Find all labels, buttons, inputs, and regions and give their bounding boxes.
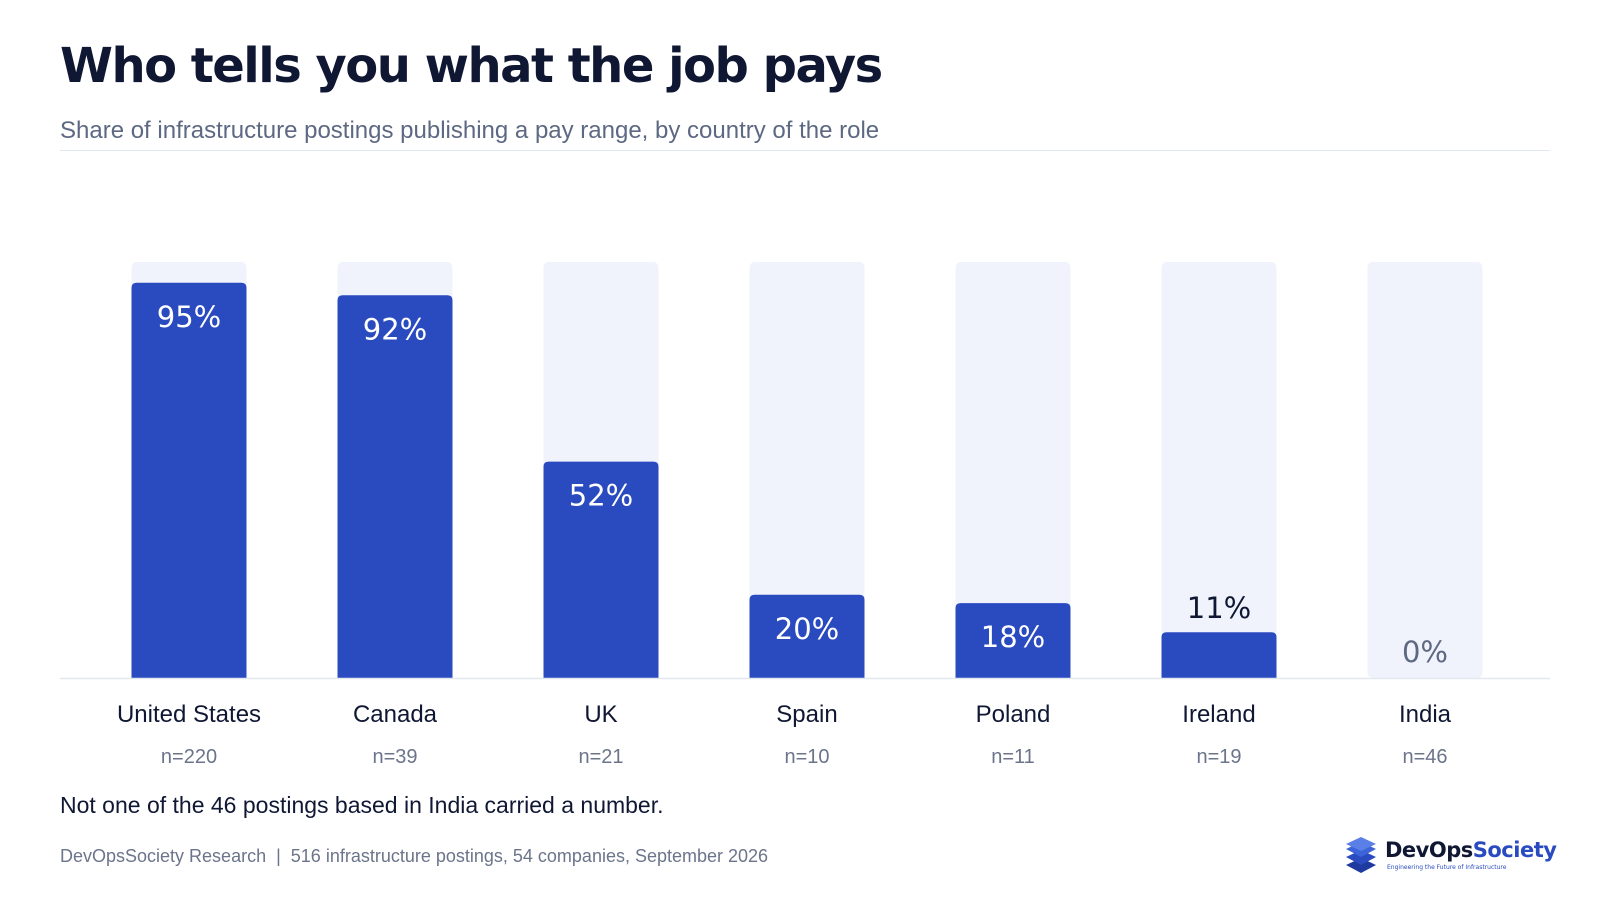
sample-size-label: n=21 <box>578 746 623 768</box>
bar-track <box>955 262 1071 678</box>
page-subtitle: Share of infrastructure postings publish… <box>60 117 880 144</box>
stacked-layers-icon <box>1346 837 1376 873</box>
sample-size-label: n=220 <box>161 746 217 768</box>
brand-name-part2: Society <box>1472 838 1557 862</box>
bar-track <box>749 262 865 678</box>
bar-chart: 95% United States n=220 92% Canada n=39 52% UK n… <box>60 262 1550 768</box>
value-label: 11% <box>1187 591 1251 625</box>
category-label: UK <box>584 701 617 728</box>
footer-source-name: DevOpsSociety Research <box>60 846 267 866</box>
bar <box>131 282 247 678</box>
category-label: Poland <box>976 701 1051 728</box>
footer-source: DevOpsSociety Research | 516 infrastructur… <box>60 846 768 867</box>
sample-size-label: n=11 <box>991 746 1035 768</box>
page-title: Who tells you what the job pays <box>60 38 883 94</box>
sample-size-label: n=39 <box>372 746 417 768</box>
category-label: India <box>1399 701 1452 728</box>
value-label: 95% <box>157 300 221 334</box>
category-label: Spain <box>776 701 837 728</box>
brand-tagline: Engineering the Future of Infrastructure <box>1387 864 1507 871</box>
sample-size-label: n=46 <box>1402 746 1447 768</box>
bar <box>749 594 865 678</box>
bar <box>955 603 1071 678</box>
brand-name: DevOpsSociety <box>1385 838 1557 862</box>
category-label: Ireland <box>1182 701 1255 728</box>
bar-track <box>1367 262 1483 678</box>
header-divider <box>60 150 1550 151</box>
value-label: 52% <box>569 479 633 513</box>
value-label: 92% <box>363 312 427 346</box>
sample-size-label: n=10 <box>784 746 829 768</box>
brand-name-part1: DevOps <box>1385 838 1473 862</box>
bar <box>1161 632 1277 678</box>
bar <box>337 295 453 678</box>
bar-track <box>1161 262 1277 678</box>
value-label: 0% <box>1402 635 1448 669</box>
footer-details: 516 infrastructure postings, 54 companie… <box>290 846 769 866</box>
sample-size-label: n=19 <box>1196 746 1241 768</box>
value-label: 18% <box>981 620 1045 654</box>
footer-separator: | <box>276 846 281 866</box>
brand-logo: DevOpsSociety Engineering the Future of … <box>1345 836 1557 876</box>
chart-note: Not one of the 46 postings based in Indi… <box>60 792 664 818</box>
bar <box>543 461 659 678</box>
category-label: Canada <box>353 701 438 728</box>
value-label: 20% <box>775 612 839 646</box>
category-label: United States <box>117 701 261 728</box>
